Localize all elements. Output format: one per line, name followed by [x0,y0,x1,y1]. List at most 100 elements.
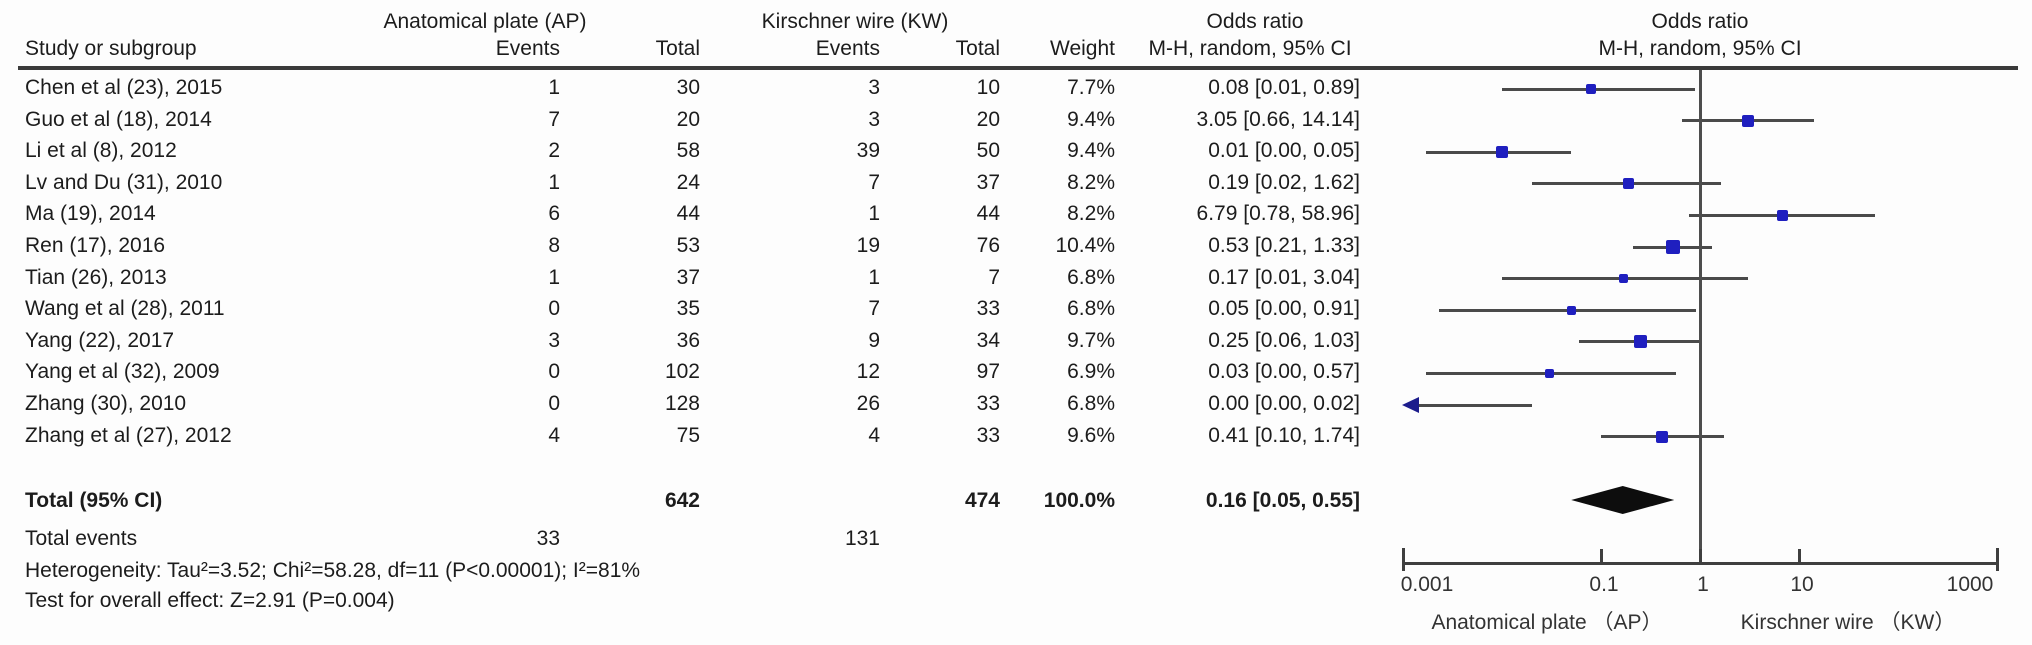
kw-events-value: 1 [868,202,880,226]
weight-value: 8.2% [1067,202,1115,226]
weight-value: 7.7% [1067,76,1115,99]
kw-total-header: Total [955,37,1000,60]
ap-total-value: 75 [676,423,700,447]
kw-total-value: 50 [976,139,1000,163]
study-name: Chen et al (23), 2015 [25,76,223,99]
axis-label-right: Kirschner wire （KW） [1740,611,1956,634]
ap-events-value: 2 [548,139,560,163]
x-tick-label: 0.1 [1589,573,1619,596]
effect-marker [1544,368,1554,378]
effect-marker [1586,84,1597,94]
ap-events-value: 0 [548,392,560,415]
ap-total-value: 128 [664,392,700,415]
overall-effect-text: Test for overall effect: Z=2.91 (P=0.004… [25,589,395,612]
group-header-ap: Anatomical plate (AP) [383,10,587,33]
ap-total-value: 20 [676,107,700,131]
or-ci-value: 0.25 [0.06, 1.03] [1208,328,1360,352]
kw-events-value: 19 [856,234,880,257]
or-column-header-line2: M-H, random, 95% CI [1148,37,1352,60]
or-ci-value: 0.05 [0.00, 0.91] [1208,297,1360,321]
effect-marker [1496,146,1508,159]
study-name: Ma (19), 2014 [25,202,156,226]
x-axis-tick [1995,548,1999,571]
kw-total-value: 34 [976,328,1000,352]
study-name: Zhang (30), 2010 [25,392,187,415]
ap-events-value: 3 [548,328,560,352]
weight-value: 9.4% [1067,139,1115,163]
kw-events-value: 26 [856,392,880,415]
total-weight: 100.0% [1043,489,1115,512]
kw-total-value: 44 [976,202,1000,226]
study-name: Yang et al (32), 2009 [25,360,220,384]
kw-total-value: 37 [976,170,1000,194]
kw-events-value: 12 [856,360,880,384]
total-kw-total: 474 [964,489,1000,512]
or-ci-value: 0.41 [0.10, 1.74] [1208,423,1360,447]
or-ci-value: 3.05 [0.66, 14.14] [1196,107,1360,131]
total-or-ci: 0.16 [0.05, 0.55] [1205,489,1360,512]
ap-total-value: 58 [676,139,700,163]
ci-line [1502,87,1695,91]
kw-total-value: 20 [976,107,1000,131]
or-ci-value: 0.19 [0.02, 1.62] [1208,170,1360,194]
effect-marker [1665,240,1680,254]
or-ci-value: 0.00 [0.00, 0.02] [1208,392,1360,415]
effect-marker [1566,305,1576,315]
x-axis-tick [1401,548,1405,571]
pooled-diamond [1571,486,1675,514]
kw-events-value: 39 [856,139,880,163]
ap-total-value: 53 [676,234,700,257]
kw-events-header: Events [815,37,880,60]
study-name: Guo et al (18), 2014 [25,107,212,131]
effect-marker [1633,335,1647,349]
kw-events-value: 7 [868,297,880,321]
kw-events-value: 9 [868,328,880,352]
x-axis-tick [1797,549,1801,564]
study-column-header: Study or subgroup [25,37,197,60]
weight-value: 8.2% [1067,170,1115,194]
or-ci-value: 0.03 [0.00, 0.57] [1208,360,1360,384]
study-name: Wang et al (28), 2011 [25,297,225,321]
ap-total-value: 35 [676,297,700,321]
or-column-header-line1: Odds ratio [1206,10,1304,33]
effect-marker [1623,178,1635,190]
total-events-kw: 131 [844,527,880,550]
x-tick-label: 1 [1697,573,1709,596]
ap-events-header: Events [495,37,560,60]
axis-label-left: Anatomical plate （AP） [1431,611,1663,634]
or-ci-value: 0.01 [0.00, 0.05] [1208,139,1360,163]
total-row-label: Total (95% CI) [25,489,163,512]
kw-total-value: 76 [976,234,1000,257]
total-ap-total: 642 [664,489,700,512]
null-effect-line [1699,70,1702,563]
x-tick-label: 1000 [1946,573,1994,596]
kw-total-value: 33 [976,392,1000,415]
or-ci-value: 0.08 [0.01, 0.89] [1208,76,1360,99]
kw-total-value: 33 [976,297,1000,321]
ap-events-value: 8 [548,234,560,257]
kw-events-value: 1 [868,265,880,289]
effect-marker [1741,114,1754,127]
or-ci-value: 0.17 [0.01, 3.04] [1208,265,1360,289]
ap-total-value: 44 [676,202,700,226]
weight-value: 9.4% [1067,107,1115,131]
weight-value: 6.8% [1067,265,1115,289]
effect-marker [1776,209,1788,221]
or-ci-value: 6.79 [0.78, 58.96] [1196,202,1360,226]
kw-events-value: 3 [868,107,880,131]
kw-total-value: 33 [976,423,1000,447]
weight-value: 9.7% [1067,328,1115,352]
weight-value: 9.6% [1067,423,1115,447]
study-name: Yang (22), 2017 [25,328,175,352]
kw-total-value: 10 [976,76,1000,99]
study-name: Lv and Du (31), 2010 [25,170,223,194]
group-header-kw: Kirschner wire (KW) [761,10,949,33]
ap-events-value: 4 [548,423,560,447]
ap-total-value: 36 [676,328,700,352]
x-tick-label: 10 [1790,573,1814,596]
weight-value: 6.8% [1067,297,1115,321]
plot-header-line2: M-H, random, 95% CI [1598,37,1802,60]
effect-marker [1619,274,1629,284]
study-name: Tian (26), 2013 [25,265,167,289]
plot-header-line1: Odds ratio [1651,10,1749,33]
